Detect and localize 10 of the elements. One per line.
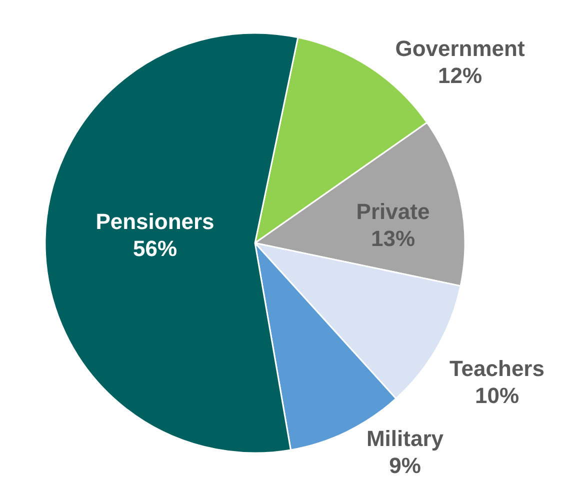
- data-label: 10%: [474, 383, 520, 408]
- slice-label: Military: [366, 426, 444, 451]
- slice-label: Government: [395, 36, 526, 61]
- slice-label: Pensioners: [96, 209, 214, 234]
- data-label: 56%: [132, 236, 178, 261]
- slice-label: Private: [356, 199, 430, 224]
- data-label: 13%: [370, 226, 416, 251]
- slice-label: Teachers: [450, 356, 544, 381]
- data-label: 12%: [438, 63, 482, 88]
- data-label: 9%: [389, 453, 421, 478]
